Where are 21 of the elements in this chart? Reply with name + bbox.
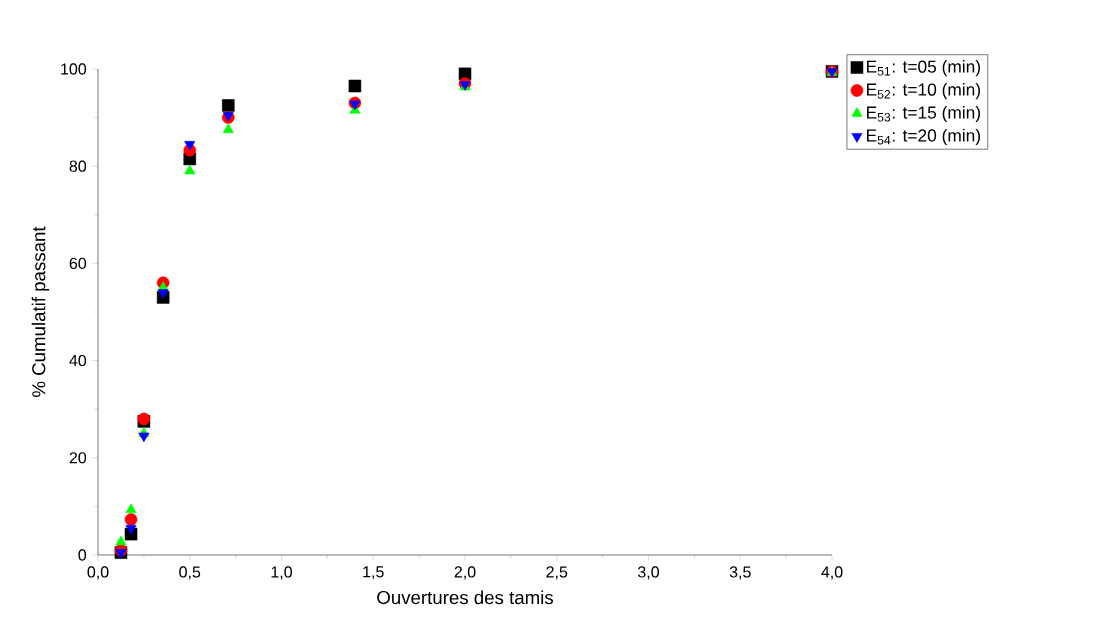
legend-label: E$_{52}$: t=10 (min) bbox=[867, 82, 981, 100]
x-axis-title: Ouvertures des tamis bbox=[377, 590, 553, 605]
x-tick-label: 0,0 bbox=[87, 566, 109, 580]
y-tick-label: 80 bbox=[69, 160, 87, 172]
x-tick-label: 1,5 bbox=[363, 566, 384, 580]
x-tick-label: 2,5 bbox=[546, 566, 568, 580]
x-tick-label: 3,0 bbox=[637, 566, 660, 580]
x-tick-label: 1,0 bbox=[271, 566, 293, 580]
y-tick-label: 60 bbox=[69, 257, 87, 270]
x-tick-label: 0,5 bbox=[179, 566, 201, 580]
legend-label: E$_{51}$: t=05 (min) bbox=[867, 60, 981, 77]
y-tick-label: 20 bbox=[69, 452, 87, 464]
legend-label: E$_{54}$: t=20 (min) bbox=[867, 128, 981, 146]
y-tick-label: 40 bbox=[69, 354, 87, 367]
legend-label: E$_{53}$: t=15 (min) bbox=[867, 105, 981, 123]
x-tick-label: 2,0 bbox=[454, 566, 476, 580]
x-tick-label: 4,0 bbox=[821, 566, 843, 580]
y-tick-label: 100 bbox=[61, 63, 87, 75]
y-tick-label: 0 bbox=[78, 549, 87, 561]
y-axis-title: % Cumulatif passant bbox=[31, 226, 50, 397]
x-tick-label: 3,5 bbox=[729, 566, 751, 580]
